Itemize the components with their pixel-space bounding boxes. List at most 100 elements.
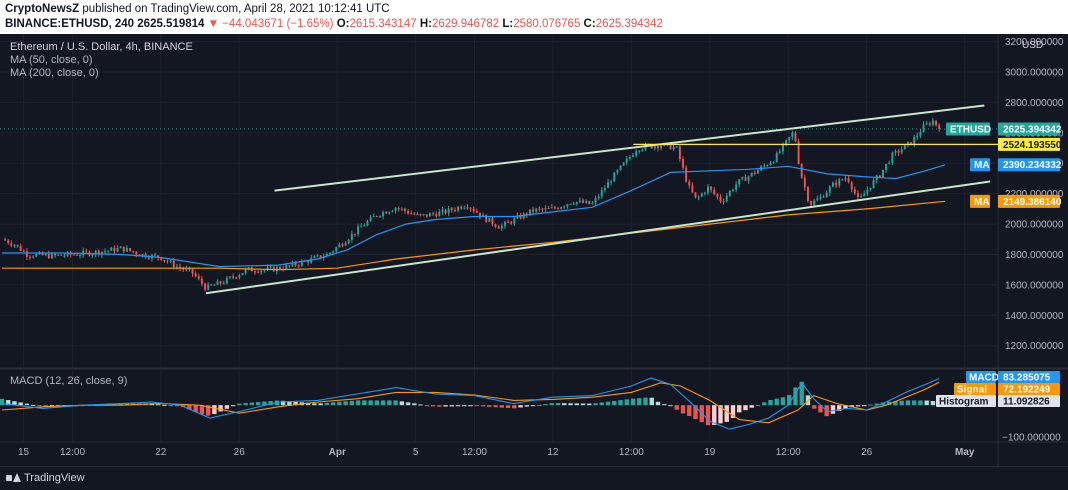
macd-label-value: 83.285075 bbox=[1003, 373, 1051, 384]
tradingview-brand: TradingView bbox=[24, 472, 85, 484]
histogram-bar bbox=[487, 405, 492, 407]
histogram-bar bbox=[724, 405, 729, 422]
candle bbox=[738, 179, 741, 185]
candle bbox=[22, 250, 25, 252]
histogram-bar bbox=[249, 402, 255, 406]
candle bbox=[844, 178, 847, 180]
candle bbox=[132, 251, 135, 253]
candle bbox=[800, 163, 803, 178]
candle bbox=[828, 186, 831, 193]
candle bbox=[813, 200, 816, 205]
histogram-bar bbox=[549, 403, 554, 406]
candle bbox=[341, 244, 344, 246]
candle bbox=[625, 158, 628, 163]
candle bbox=[169, 260, 172, 262]
candle bbox=[335, 247, 338, 252]
candle bbox=[710, 186, 713, 190]
candle bbox=[485, 214, 488, 222]
legend-ma200[interactable]: MA (200, close, 0) bbox=[10, 67, 99, 79]
symbol-label: BINANCE:ETHUSD, 240 bbox=[5, 18, 135, 30]
histogram-bar bbox=[543, 403, 548, 406]
candle bbox=[344, 243, 347, 246]
candle bbox=[19, 245, 22, 251]
candle bbox=[410, 213, 413, 215]
candle bbox=[453, 210, 456, 212]
candle bbox=[866, 189, 869, 194]
channel-upper-line[interactable] bbox=[274, 104, 985, 192]
histogram-bar bbox=[524, 405, 529, 407]
candle bbox=[860, 196, 863, 198]
candle bbox=[469, 207, 472, 209]
histogram-bar bbox=[243, 403, 248, 406]
candle bbox=[850, 182, 853, 190]
histogram-bar bbox=[293, 401, 298, 406]
time-axis-tick: 12:00 bbox=[776, 447, 801, 458]
legend-macd[interactable]: MACD (12, 26, close, 9) bbox=[10, 375, 128, 387]
candle bbox=[778, 151, 781, 153]
candle bbox=[369, 216, 372, 222]
histogram-bar bbox=[49, 405, 55, 407]
histogram-bar bbox=[393, 400, 398, 406]
candle bbox=[597, 196, 600, 199]
publisher-name[interactable]: CryptoNewsZ bbox=[5, 3, 80, 15]
candle bbox=[722, 201, 725, 203]
histogram-bar bbox=[6, 400, 11, 406]
tradingview-logo[interactable]: TradingView bbox=[6, 472, 85, 484]
candle bbox=[931, 120, 934, 125]
candle bbox=[669, 143, 672, 150]
candle bbox=[403, 208, 406, 211]
candle bbox=[919, 132, 922, 136]
time-axis-tick: 12:00 bbox=[619, 447, 644, 458]
candle bbox=[466, 207, 469, 209]
macd-label-name: MACD bbox=[969, 373, 999, 384]
candle bbox=[650, 145, 653, 149]
candle bbox=[297, 265, 300, 267]
candle bbox=[478, 212, 481, 217]
macd-label-box bbox=[998, 395, 1060, 407]
candle bbox=[294, 262, 297, 266]
macd-label-name: Histogram bbox=[939, 397, 989, 408]
candle bbox=[350, 233, 353, 240]
histogram-bar bbox=[330, 402, 336, 406]
candle bbox=[928, 123, 931, 125]
candle bbox=[753, 172, 756, 174]
candle bbox=[235, 277, 238, 279]
candle bbox=[116, 248, 119, 252]
candle bbox=[407, 210, 410, 214]
candle bbox=[285, 265, 288, 270]
histogram-bar bbox=[255, 402, 261, 406]
candle bbox=[788, 137, 791, 141]
price-axis-tick: 2200.000000 bbox=[1005, 189, 1064, 200]
macd-label-name: Signal bbox=[957, 385, 987, 396]
candle bbox=[432, 213, 435, 215]
candle bbox=[385, 212, 388, 214]
histogram-bar bbox=[37, 405, 42, 407]
price-axis-tick: 3000.000000 bbox=[1005, 68, 1064, 79]
candle bbox=[172, 260, 175, 268]
candle bbox=[566, 204, 569, 207]
histogram-bar bbox=[555, 403, 561, 406]
candle bbox=[881, 169, 884, 177]
price-chart[interactable]: 3200.0000003000.0000002800.0000002600.00… bbox=[0, 34, 1068, 466]
macd-label-box bbox=[998, 371, 1060, 383]
histogram-bar bbox=[387, 400, 392, 406]
histogram-bar bbox=[580, 403, 586, 406]
histogram-bar bbox=[424, 405, 430, 407]
candle bbox=[216, 281, 219, 285]
candle bbox=[225, 277, 228, 284]
candle bbox=[719, 196, 722, 202]
candle bbox=[497, 226, 500, 229]
candle bbox=[94, 250, 97, 255]
legend-ma50[interactable]: MA (50, close, 0) bbox=[10, 54, 93, 66]
macd-label-name-box bbox=[936, 395, 996, 407]
candle bbox=[747, 176, 750, 181]
candle bbox=[785, 140, 788, 145]
candle bbox=[75, 254, 78, 256]
channel-lower-line[interactable] bbox=[205, 180, 991, 295]
low-label: L: bbox=[502, 18, 514, 30]
candle bbox=[557, 208, 560, 210]
candle bbox=[382, 212, 385, 217]
candle bbox=[35, 254, 38, 257]
change-value: ▼ −44.043671 (−1.65%) bbox=[207, 18, 334, 30]
candle bbox=[803, 177, 806, 188]
